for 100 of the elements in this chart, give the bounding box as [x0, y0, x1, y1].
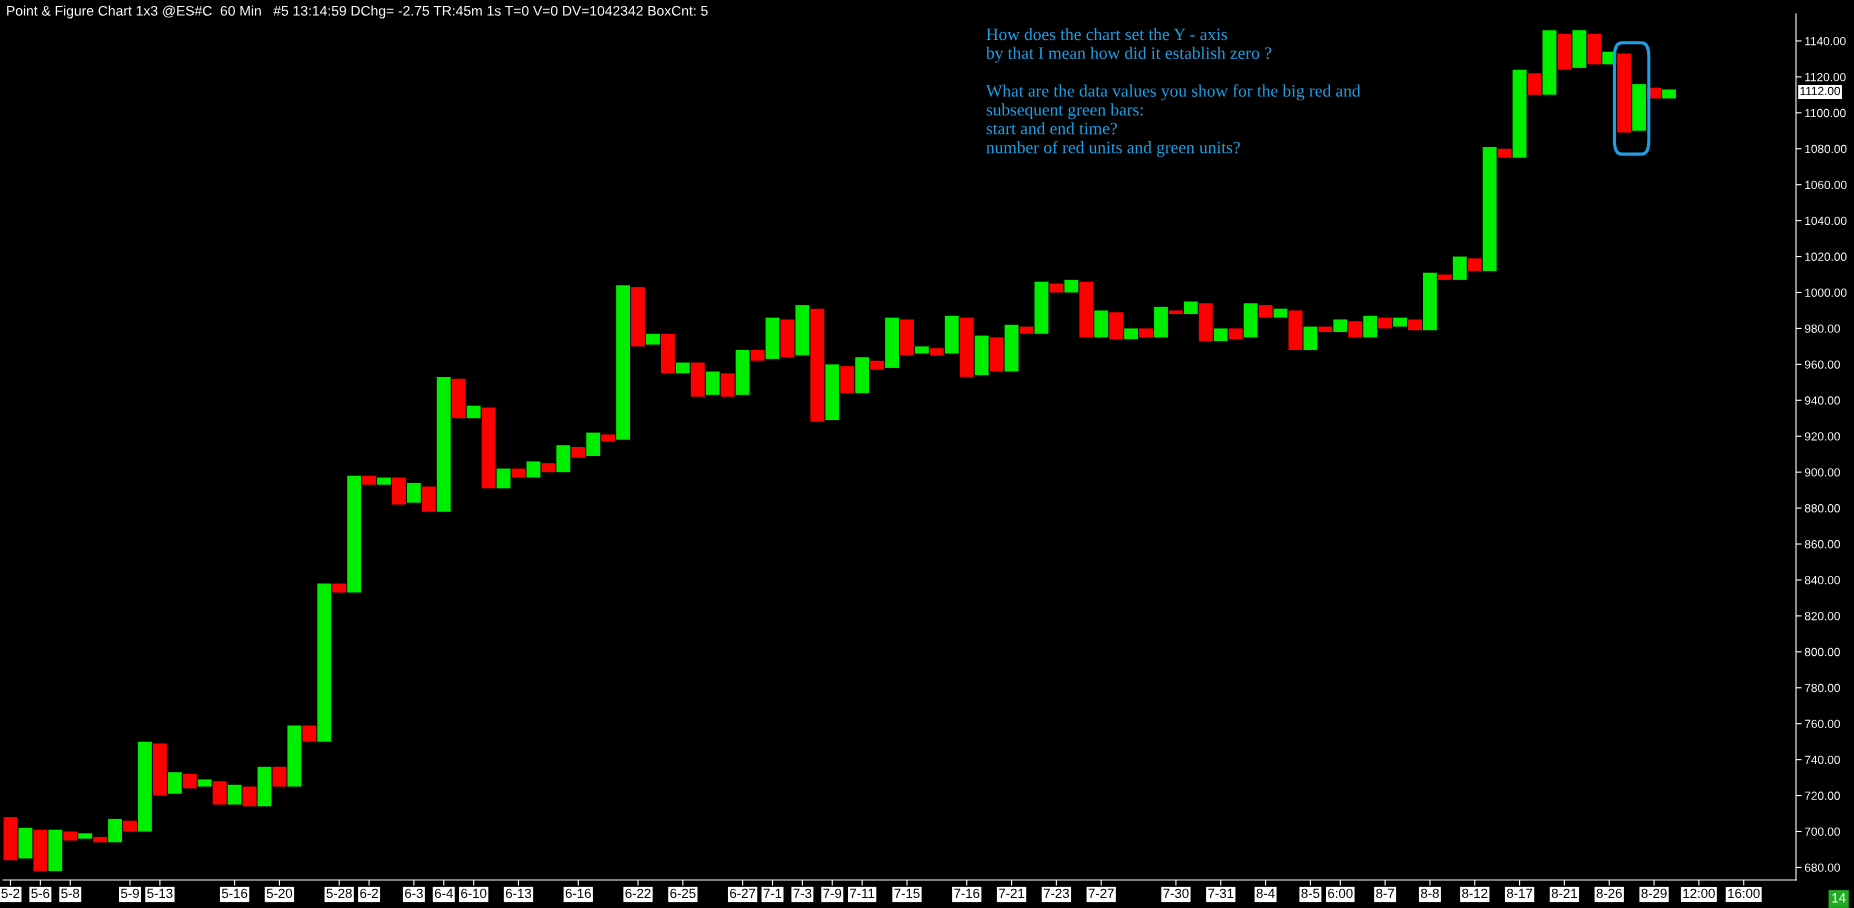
bar	[377, 477, 391, 485]
bar	[436, 376, 451, 512]
x-tick-label: 7-31	[1208, 888, 1234, 899]
x-tick-label: 7-27	[1088, 888, 1114, 898]
x-tick-label: 6-3	[405, 888, 423, 899]
bar	[541, 463, 556, 473]
x-tick-label: 5-13	[147, 888, 173, 899]
y-tick-label: 1120.00	[1805, 72, 1846, 82]
y-tick-label: 860.00	[1804, 540, 1840, 549]
y-tick-label: 1000.00	[1805, 288, 1847, 297]
bar	[1348, 321, 1363, 338]
bar	[929, 348, 944, 356]
y-tick-label: 920.00	[1804, 432, 1840, 441]
bar	[750, 349, 765, 361]
bar	[1154, 306, 1168, 338]
bar	[1333, 319, 1348, 333]
bar	[1004, 324, 1019, 372]
bar	[1034, 281, 1049, 334]
y-tick-label: 840.00	[1804, 575, 1840, 585]
bar	[362, 475, 377, 485]
x-tick-label: 8-29	[1641, 888, 1667, 899]
bar	[1019, 326, 1034, 334]
bar	[1527, 73, 1542, 95]
bar	[1198, 303, 1213, 341]
bar	[392, 477, 406, 505]
x-tick-label: 8-7	[1376, 888, 1394, 899]
bar	[601, 434, 616, 442]
y-tick-label: 940.00	[1804, 396, 1840, 405]
bar	[825, 364, 840, 421]
bar	[1318, 326, 1333, 333]
y-tick-label: 1100.00	[1805, 108, 1846, 118]
bar	[1079, 281, 1094, 338]
x-tick-label: 7-3	[793, 888, 812, 899]
bar	[616, 285, 631, 440]
x-tick-label: 6:00	[1328, 888, 1353, 899]
bar	[167, 772, 182, 794]
bar	[1139, 328, 1153, 338]
bar	[1303, 326, 1318, 350]
bar	[48, 829, 63, 872]
bar	[1109, 312, 1124, 340]
bar	[840, 366, 855, 394]
x-tick-label: 7-16	[954, 888, 980, 899]
bar	[496, 468, 511, 489]
bar	[1587, 33, 1602, 65]
x-tick-label: 6-2	[360, 888, 378, 899]
y-tick-label: 760.00	[1804, 719, 1840, 729]
bar	[959, 317, 974, 377]
bar	[1094, 310, 1109, 338]
x-tick-label: 8-8	[1420, 888, 1439, 899]
bar	[152, 743, 167, 796]
bar	[690, 362, 705, 397]
y-tick-label: 1060.00	[1805, 180, 1847, 190]
y-tick-label: 800.00	[1804, 647, 1840, 657]
x-tick-label: 7-1	[763, 888, 782, 898]
text: How does the chart set the Y - axis by that I mean how did it establish zero ? What are the data values you show for the big red and subsequent green bars: start and end time? number of red units and green units?	[986, 28, 1361, 157]
bar	[735, 349, 750, 395]
x-tick-label: 16:00	[1728, 888, 1760, 899]
bar	[1572, 30, 1587, 68]
bar	[1662, 89, 1676, 99]
bar	[1422, 272, 1437, 331]
x-tick-label: 6-13	[505, 888, 532, 899]
bar	[302, 725, 317, 742]
x-tick-label: 5-8	[61, 888, 80, 899]
bar	[720, 373, 735, 397]
bar	[914, 346, 929, 354]
bar	[332, 583, 347, 593]
bar	[123, 820, 137, 832]
bar	[466, 405, 481, 419]
bar	[944, 315, 959, 354]
x-tick-label: 6-22	[625, 888, 651, 899]
chart-title: Point & Figure Chart 1x3 @ES#C 60 Min #5 13:14:59 DChg= -2.75 TR:45m 1s T=0 V=0 DV=1042342 BoxCnt: 5	[7, 5, 708, 19]
x-tick-label: 12:00	[1683, 888, 1715, 899]
x-tick-label: 7-9	[823, 888, 842, 899]
bar	[406, 482, 421, 503]
y-tick-label: 740.00	[1804, 755, 1840, 765]
x-tick-label: 5-6	[31, 888, 50, 899]
x-tick-label: 6-16	[565, 888, 591, 899]
bar	[526, 461, 541, 478]
bar	[855, 357, 870, 394]
x-tick-label: 8-26	[1596, 888, 1622, 899]
bar	[1378, 317, 1393, 329]
bar	[481, 407, 496, 489]
y-tick-label: 680.00	[1804, 863, 1840, 872]
y-tick-label: 820.00	[1804, 611, 1840, 621]
bar	[33, 829, 48, 872]
bar	[257, 766, 272, 807]
bar	[212, 781, 227, 805]
x-tick-label: 8-5	[1301, 888, 1320, 899]
y-tick-label: 960.00	[1804, 360, 1840, 369]
bar	[3, 817, 18, 861]
bar	[556, 445, 571, 473]
x-tick-label: 6-25	[670, 888, 696, 899]
bar	[631, 287, 645, 347]
y-tick-label: 700.00	[1804, 827, 1840, 836]
bar	[1557, 33, 1572, 70]
bar	[1213, 328, 1228, 341]
x-tick-label: 8-4	[1256, 888, 1275, 899]
bar	[660, 333, 675, 374]
bar	[138, 741, 152, 832]
bar	[810, 308, 825, 422]
